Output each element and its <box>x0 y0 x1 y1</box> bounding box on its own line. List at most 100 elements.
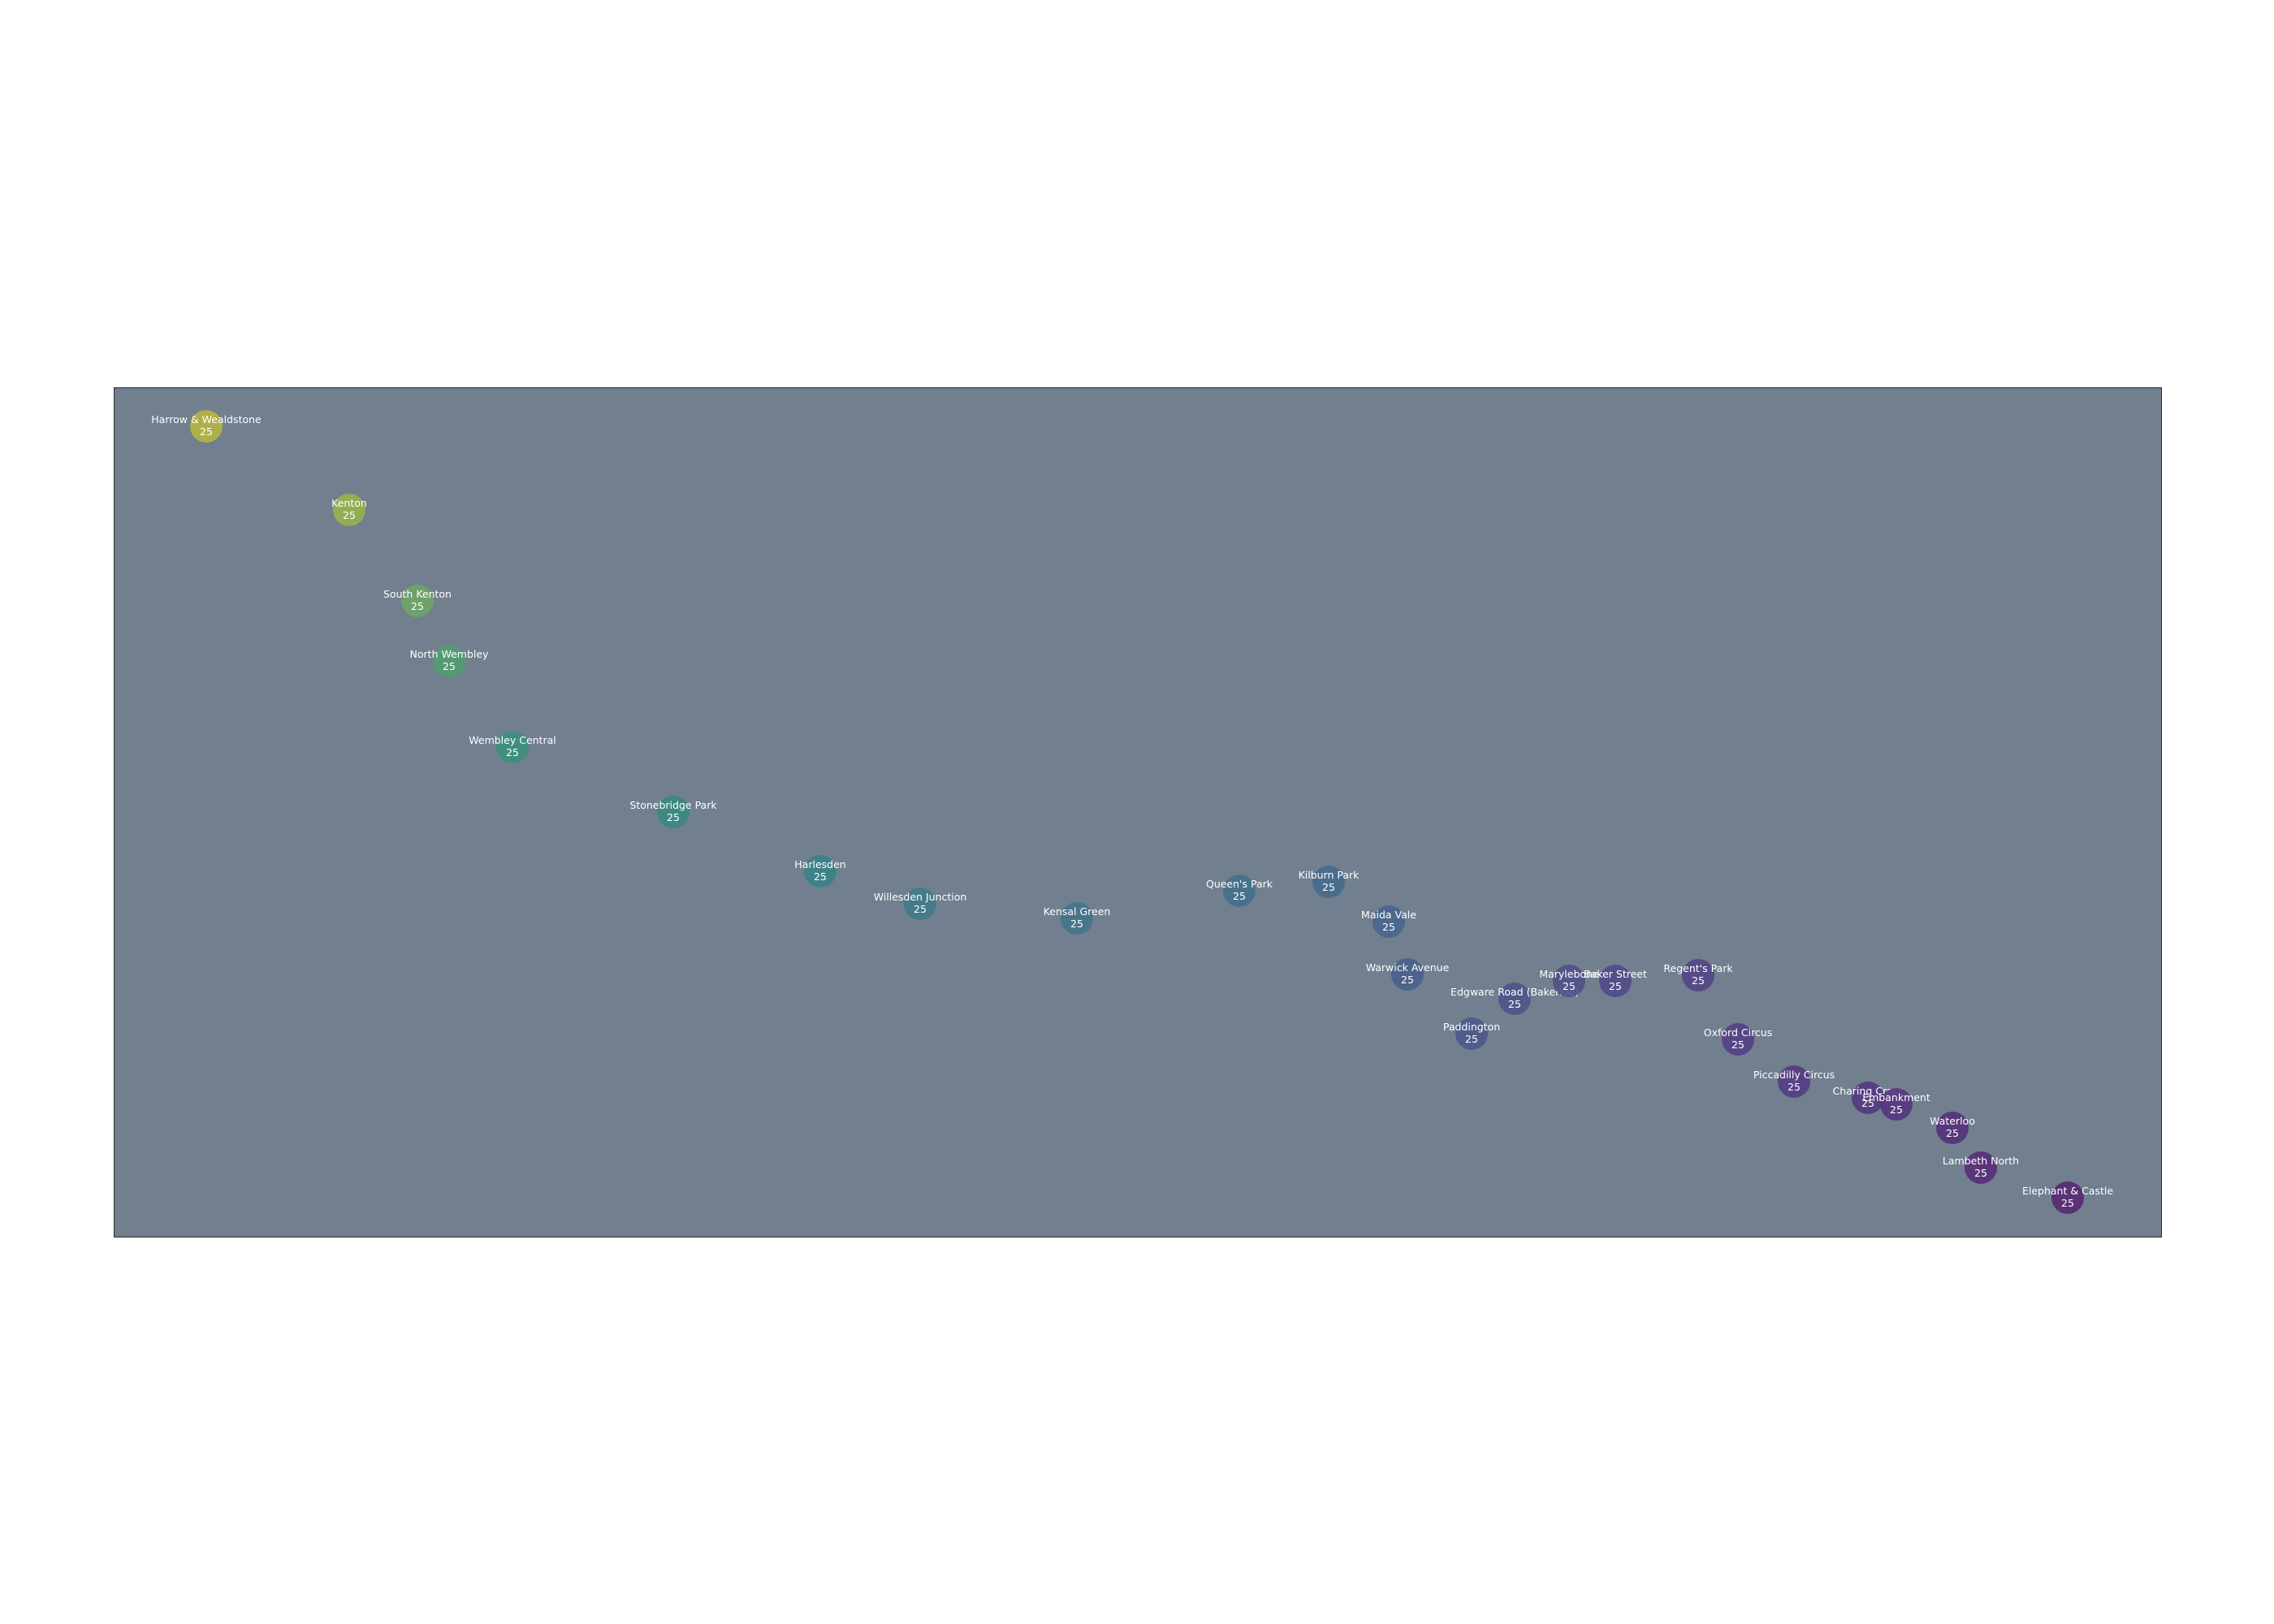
station-value-label: 25 <box>1609 980 1622 992</box>
station-value-label: 25 <box>667 811 680 823</box>
station-name-label: Piccadilly Circus <box>1753 1069 1835 1081</box>
station-value-label: 25 <box>1508 998 1521 1010</box>
station-value-label: 25 <box>411 600 424 612</box>
station-name-label: Waterloo <box>1930 1115 1975 1127</box>
station-name-label: Harlesden <box>794 858 845 870</box>
station-circle[interactable] <box>1965 1151 1997 1184</box>
station-value-label: 25 <box>1382 921 1395 933</box>
station-name-label: Maida Vale <box>1361 909 1416 921</box>
station-value-label: 25 <box>1070 918 1083 930</box>
station-value-label: 25 <box>814 870 827 883</box>
station-name-label: Elephant & Castle <box>2022 1185 2113 1197</box>
station-value-label: 25 <box>2061 1197 2074 1209</box>
station-value-label: 25 <box>1731 1039 1744 1051</box>
station-name-label: Edgware Road (Bakerloo) <box>1450 986 1579 998</box>
station-name-label: Queen's Park <box>1206 878 1273 890</box>
station-name-label: South Kenton <box>383 588 452 600</box>
station-circle[interactable] <box>433 645 465 677</box>
station-name-label: Lambeth North <box>1943 1155 2019 1167</box>
station-value-label: 25 <box>1401 974 1414 986</box>
station-circle[interactable] <box>333 494 365 526</box>
station-name-label: Oxford Circus <box>1704 1026 1773 1039</box>
station-value-label: 25 <box>1946 1127 1959 1139</box>
station-circle[interactable] <box>1373 905 1405 938</box>
station-value-label: 25 <box>1861 1097 1874 1109</box>
station-circle[interactable] <box>1498 983 1531 1015</box>
station-name-label: Kenton <box>331 497 367 509</box>
station-value-label: 25 <box>914 903 927 915</box>
station-circle[interactable] <box>804 855 837 888</box>
station-value-label: 25 <box>1563 980 1576 992</box>
station-circle[interactable] <box>1880 1088 1913 1121</box>
station-name-label: Warwick Avenue <box>1366 961 1450 974</box>
station-name-label: Kilburn Park <box>1299 869 1360 881</box>
station-name-label: Wembley Central <box>469 734 556 746</box>
station-name-label: Paddington <box>1443 1021 1500 1033</box>
station-circle[interactable] <box>1852 1082 1884 1114</box>
station-value-label: 25 <box>343 509 356 521</box>
station-circle[interactable] <box>1936 1112 1969 1144</box>
station-name-label: Embankment <box>1862 1091 1930 1104</box>
station-name-label: Willesden Junction <box>874 891 967 903</box>
station-name-label: Kensal Green <box>1044 905 1111 918</box>
station-name-label: Harrow & Wealdstone <box>151 413 262 425</box>
station-name-label: Regent's Park <box>1663 962 1733 974</box>
station-value-label: 25 <box>1233 890 1246 902</box>
station-value-label: 25 <box>1788 1081 1801 1093</box>
station-circle[interactable] <box>1599 965 1632 997</box>
station-name-label: Stonebridge Park <box>629 799 717 811</box>
station-value-label: 25 <box>1974 1167 1987 1179</box>
station-value-label: 25 <box>1692 974 1705 987</box>
station-value-label: 25 <box>506 746 519 758</box>
station-circle[interactable] <box>1553 965 1585 997</box>
station-circle[interactable] <box>1223 875 1256 907</box>
station-circle[interactable] <box>1061 902 1093 935</box>
station-circle[interactable] <box>496 731 529 763</box>
station-value-label: 25 <box>1890 1104 1903 1116</box>
station-circle[interactable] <box>1778 1065 1810 1098</box>
station-circle[interactable] <box>1455 1017 1488 1050</box>
station-circle[interactable] <box>2051 1181 2084 1214</box>
station-circle[interactable] <box>401 585 434 617</box>
station-marker[interactable]: Edgware Road (Bakerloo)25 <box>1450 983 1579 1015</box>
station-circle[interactable] <box>190 410 223 443</box>
station-name-label: Marylebone <box>1539 968 1599 980</box>
station-value-label: 25 <box>1322 881 1335 893</box>
station-value-label: 25 <box>200 425 213 438</box>
station-circle[interactable] <box>1391 958 1424 991</box>
station-value-label: 25 <box>1465 1033 1478 1045</box>
station-circle[interactable] <box>904 888 936 920</box>
station-circle[interactable] <box>657 796 690 828</box>
station-circle[interactable] <box>1312 866 1345 898</box>
station-name-label: Baker Street <box>1584 968 1647 980</box>
station-circle[interactable] <box>1682 959 1714 991</box>
station-value-label: 25 <box>443 660 456 672</box>
station-name-label: North Wembley <box>410 648 490 660</box>
station-circle[interactable] <box>1722 1023 1754 1056</box>
map-panel[interactable] <box>114 387 2162 1237</box>
